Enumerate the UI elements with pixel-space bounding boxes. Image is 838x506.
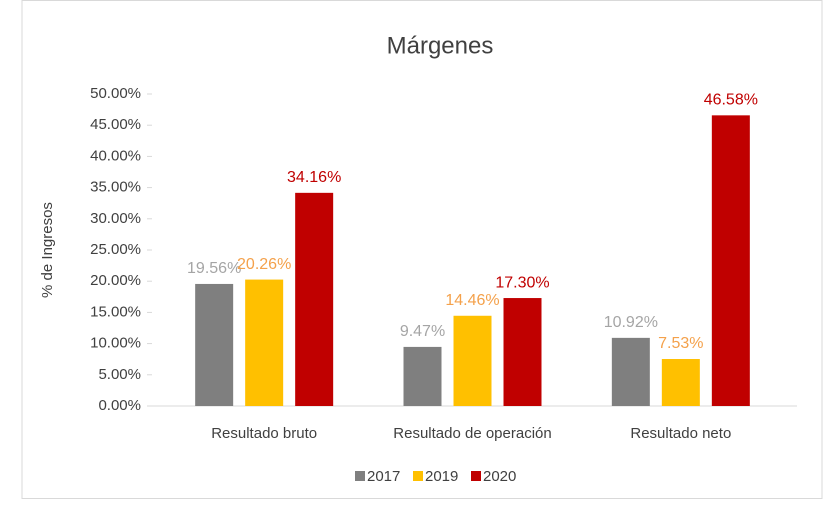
bar <box>245 279 284 406</box>
legend-swatch <box>413 471 423 481</box>
y-tick-label: 50.00% <box>90 85 141 102</box>
bar <box>195 283 234 406</box>
legend-label: 2017 <box>367 468 400 485</box>
chart-title: Márgenes <box>387 32 494 59</box>
legend-label: 2020 <box>483 468 516 485</box>
bar <box>453 315 492 406</box>
y-tick-label: 20.00% <box>90 272 141 289</box>
bar <box>661 359 700 406</box>
x-tick-label: Resultado neto <box>630 425 731 442</box>
data-label: 9.47% <box>400 323 445 340</box>
data-label: 10.92% <box>604 314 658 331</box>
bar <box>611 337 650 406</box>
y-tick-label: 5.00% <box>98 366 141 383</box>
bar <box>711 115 750 407</box>
y-tick-label: 30.00% <box>90 210 141 227</box>
y-tick-label: 15.00% <box>90 303 141 320</box>
legend-swatch <box>355 471 365 481</box>
x-tick-label: Resultado de operación <box>393 425 551 442</box>
data-label: 34.16% <box>287 169 341 186</box>
y-axis-label: % de Ingresos <box>39 202 56 298</box>
data-label: 20.26% <box>237 256 291 273</box>
y-tick-label: 40.00% <box>90 147 141 164</box>
bar <box>503 298 542 406</box>
bar <box>295 192 334 406</box>
x-tick-label: Resultado bruto <box>211 425 317 442</box>
data-label: 46.58% <box>704 92 758 109</box>
data-label: 19.56% <box>187 260 241 277</box>
y-tick-label: 25.00% <box>90 241 141 258</box>
y-tick-label: 10.00% <box>90 335 141 352</box>
y-tick-label: 0.00% <box>98 397 141 414</box>
data-label: 17.30% <box>495 274 549 291</box>
data-label: 7.53% <box>658 335 703 352</box>
legend-label: 2019 <box>425 468 458 485</box>
y-tick-label: 45.00% <box>90 116 141 133</box>
legend-swatch <box>471 471 481 481</box>
data-label: 14.46% <box>445 292 499 309</box>
bar <box>403 346 442 406</box>
chart-frame <box>21 0 823 499</box>
y-tick-label: 35.00% <box>90 179 141 196</box>
